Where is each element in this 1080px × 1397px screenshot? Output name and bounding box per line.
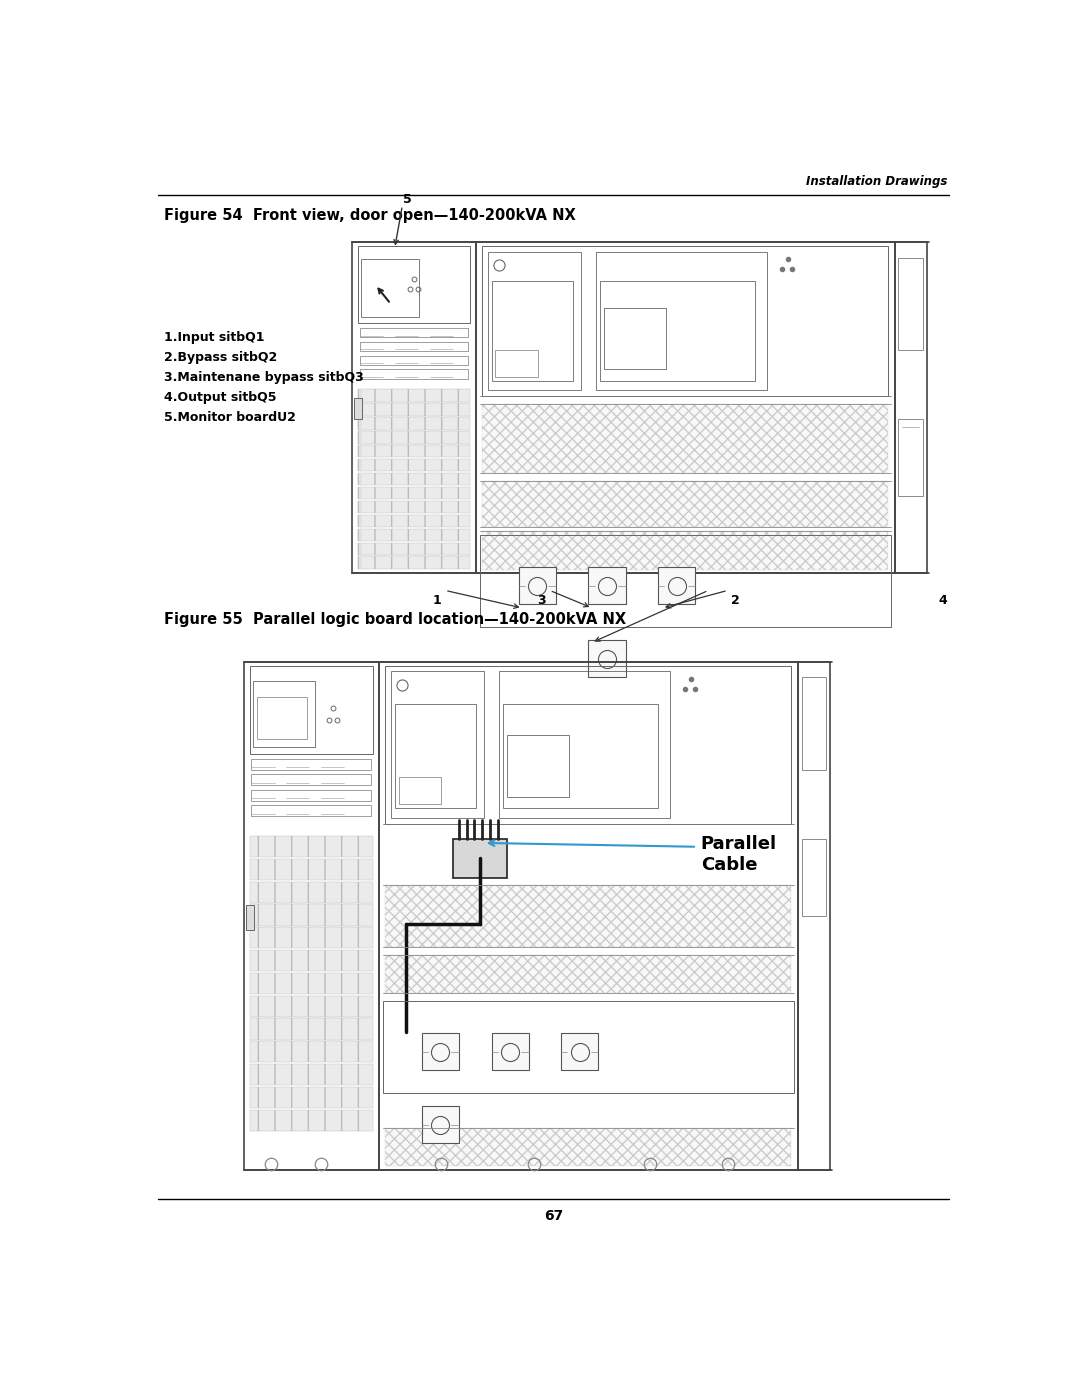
Bar <box>562 1034 598 1070</box>
Bar <box>801 840 826 916</box>
Bar <box>352 242 476 573</box>
Text: Installation Drawings: Installation Drawings <box>806 176 947 189</box>
Bar <box>252 789 372 800</box>
Bar <box>359 418 470 430</box>
Bar <box>360 342 469 351</box>
Bar <box>249 928 373 949</box>
Bar <box>482 531 888 570</box>
Text: 2: 2 <box>731 594 740 606</box>
Bar <box>359 446 470 457</box>
Bar <box>359 486 470 499</box>
Bar <box>249 972 373 995</box>
Text: 5.Monitor boardU2: 5.Monitor boardU2 <box>164 411 296 423</box>
Bar <box>391 671 484 817</box>
Bar <box>899 257 923 351</box>
Bar <box>359 542 470 555</box>
Bar <box>482 404 888 474</box>
Bar <box>253 682 314 746</box>
Bar <box>482 246 888 397</box>
Bar <box>249 950 373 971</box>
Bar <box>359 390 470 402</box>
Bar <box>589 567 625 605</box>
Bar <box>362 260 419 317</box>
Bar <box>491 1034 529 1070</box>
Text: Figure 54  Front view, door open—140-200kVA NX: Figure 54 Front view, door open—140-200k… <box>164 208 577 222</box>
Bar <box>249 1087 373 1108</box>
Bar <box>252 805 372 816</box>
Bar <box>360 355 469 365</box>
Bar <box>252 774 372 785</box>
Bar <box>482 481 888 527</box>
Text: 67: 67 <box>544 1210 563 1224</box>
Bar <box>499 671 670 817</box>
Bar <box>801 678 826 770</box>
Bar <box>394 704 476 809</box>
Bar <box>507 735 569 796</box>
Bar <box>596 251 767 390</box>
Bar <box>249 859 373 880</box>
Text: 3: 3 <box>538 594 546 606</box>
Bar <box>359 474 470 485</box>
Bar <box>359 432 470 443</box>
Text: 1.Input sitbQ1: 1.Input sitbQ1 <box>164 331 265 344</box>
Bar <box>488 251 581 390</box>
Text: Figure 55  Parallel logic board location—140-200kVA NX: Figure 55 Parallel logic board location—… <box>164 612 626 627</box>
Bar <box>383 1000 794 1094</box>
Bar <box>249 1041 373 1063</box>
Bar <box>359 460 470 471</box>
Bar <box>359 500 470 513</box>
Bar <box>453 840 507 877</box>
Bar <box>894 242 927 573</box>
Bar <box>386 1127 792 1166</box>
Bar <box>798 662 831 1171</box>
Bar <box>496 351 538 377</box>
Text: 5: 5 <box>404 193 413 207</box>
Bar <box>249 1018 373 1039</box>
Bar <box>249 1109 373 1132</box>
Bar <box>249 1065 373 1085</box>
Bar <box>359 556 470 569</box>
Bar <box>354 398 362 419</box>
Bar <box>360 328 469 337</box>
Bar <box>480 535 891 627</box>
Text: 4: 4 <box>939 594 947 606</box>
Bar <box>249 835 373 858</box>
Bar <box>257 697 307 739</box>
Text: 2.Bypass sitbQ2: 2.Bypass sitbQ2 <box>164 351 278 363</box>
Bar <box>386 666 792 824</box>
Bar <box>249 882 373 902</box>
Bar <box>604 307 666 369</box>
Bar <box>249 904 373 926</box>
Bar <box>360 369 469 379</box>
Bar <box>252 759 372 770</box>
Bar <box>243 662 379 1171</box>
Text: 1: 1 <box>433 594 442 606</box>
Bar <box>359 246 470 323</box>
Bar <box>899 419 923 496</box>
Bar <box>476 242 894 573</box>
Bar <box>359 514 470 527</box>
Bar <box>518 567 556 605</box>
Bar <box>658 567 696 605</box>
Bar <box>249 666 373 754</box>
Bar <box>386 886 792 947</box>
Bar <box>249 996 373 1017</box>
Text: Parallel
Cable: Parallel Cable <box>701 835 777 875</box>
Bar <box>422 1034 459 1070</box>
Bar <box>359 404 470 416</box>
Bar <box>503 704 658 809</box>
Bar <box>600 281 755 381</box>
Bar <box>379 662 798 1171</box>
Text: 3.Maintenane bypass sitbQ3: 3.Maintenane bypass sitbQ3 <box>164 372 364 384</box>
Bar <box>589 640 625 678</box>
Text: 4.Output sitbQ5: 4.Output sitbQ5 <box>164 391 276 404</box>
Bar <box>399 778 441 805</box>
Bar <box>246 905 254 930</box>
Bar <box>491 281 572 381</box>
Bar <box>386 954 792 993</box>
Bar <box>359 528 470 541</box>
Bar <box>422 1106 459 1143</box>
